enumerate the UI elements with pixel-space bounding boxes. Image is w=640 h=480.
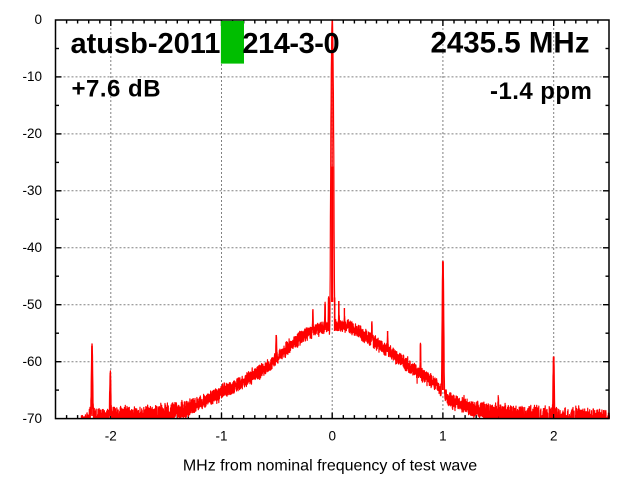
svg-text:-10: -10 bbox=[22, 69, 42, 84]
svg-text:MHz from nominal frequency of: MHz from nominal frequency of test wave bbox=[183, 458, 477, 475]
svg-text:-1: -1 bbox=[215, 429, 227, 444]
svg-text:-40: -40 bbox=[22, 240, 42, 255]
svg-text:0: 0 bbox=[328, 429, 336, 444]
svg-text:2: 2 bbox=[550, 429, 558, 444]
svg-text:-50: -50 bbox=[22, 297, 42, 312]
svg-text:214-3-0: 214-3-0 bbox=[242, 28, 339, 60]
svg-text:-70: -70 bbox=[22, 411, 42, 426]
svg-text:0: 0 bbox=[34, 12, 42, 27]
svg-text:-30: -30 bbox=[22, 183, 42, 198]
svg-text:atusb-2011: atusb-2011 bbox=[71, 28, 221, 60]
svg-text:-1.4 ppm: -1.4 ppm bbox=[490, 78, 592, 105]
svg-text:1: 1 bbox=[439, 429, 447, 444]
svg-text:-20: -20 bbox=[22, 126, 42, 141]
svg-text:-2: -2 bbox=[105, 429, 117, 444]
svg-text:+7.6 dB: +7.6 dB bbox=[72, 75, 162, 102]
svg-text:2435.5 MHz: 2435.5 MHz bbox=[430, 27, 589, 60]
svg-text:-60: -60 bbox=[22, 354, 42, 369]
